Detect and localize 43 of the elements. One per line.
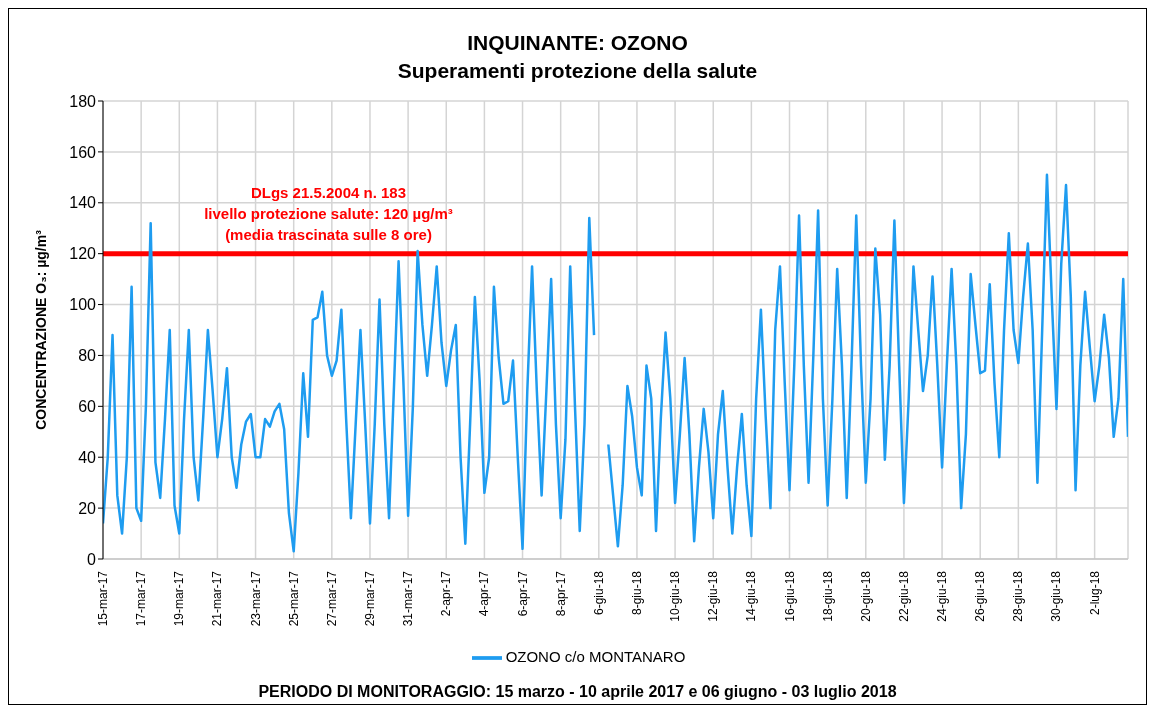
x-tick-label: 31-mar-17 xyxy=(401,570,416,627)
x-tick-label: 18-giu-18 xyxy=(820,570,835,622)
x-tick-label: 12-giu-18 xyxy=(706,570,721,622)
y-tick-label: 140 xyxy=(69,194,97,212)
y-tick-label: 160 xyxy=(69,143,97,161)
x-tick-label: 24-giu-18 xyxy=(935,570,950,622)
x-tick-label: 8-apr-17 xyxy=(553,570,568,617)
y-tick-label: 120 xyxy=(69,245,97,263)
x-tick-label: 21-mar-17 xyxy=(210,570,225,627)
x-tick-label: 6-apr-17 xyxy=(515,570,530,617)
x-tick-label: 6-giu-18 xyxy=(591,570,606,616)
ref-line-label: DLgs 21.5.2004 n. 183 livello protezione salute: 120 µg/m³ (media trascinata sulle 8 ore) xyxy=(204,183,453,243)
x-tick-label: 20-giu-18 xyxy=(858,570,873,622)
x-tick-label: 15-mar-17 xyxy=(96,570,110,627)
x-tick-label: 2-apr-17 xyxy=(439,570,454,617)
x-tick-label: 19-mar-17 xyxy=(172,570,187,627)
x-tick-label: 8-giu-18 xyxy=(629,570,644,616)
y-tick-label: 20 xyxy=(78,499,97,517)
chart-subtitle: Superamenti protezione della salute xyxy=(396,58,759,84)
x-tick-label: 22-giu-18 xyxy=(896,570,911,622)
y-tick-label: 180 xyxy=(69,92,97,110)
x-tick-label: 28-giu-18 xyxy=(1011,570,1026,622)
legend-label: OZONO c/o MONTANARO xyxy=(505,647,686,665)
x-tick-label: 29-mar-17 xyxy=(362,570,377,627)
y-axis-title: CONCENTRAZIONE O₃: µg/m³ xyxy=(33,229,49,430)
text: PERIODO DI MONITORAGGIO: 15 marzo - 10 aprile 2017 e 06 giugno - 03 luglio 2018 xyxy=(257,683,898,701)
x-tick-label: 2-lug-18 xyxy=(1087,570,1102,616)
x-tick-label: 4-apr-17 xyxy=(477,570,492,617)
x-tick-label: 27-mar-17 xyxy=(324,570,339,627)
y-tick-label: 100 xyxy=(69,296,97,314)
x-tick-label: 14-giu-18 xyxy=(744,570,759,622)
y-tick-label: 40 xyxy=(78,448,97,466)
y-tick-label: 80 xyxy=(78,347,97,365)
y-tick-label: 0 xyxy=(87,550,97,568)
x-tick-label: 26-giu-18 xyxy=(973,570,988,622)
x-tick-label: 10-giu-18 xyxy=(668,570,683,622)
x-tick-label: 25-mar-17 xyxy=(286,570,301,627)
y-tick-label: 60 xyxy=(78,398,97,416)
x-tick-label: 17-mar-17 xyxy=(134,570,149,627)
x-tick-label: 23-mar-17 xyxy=(248,570,263,627)
x-tick-label: 16-giu-18 xyxy=(782,570,797,622)
chart-title: INQUINANTE: OZONO xyxy=(466,30,689,56)
x-tick-label: 30-giu-18 xyxy=(1049,570,1064,622)
